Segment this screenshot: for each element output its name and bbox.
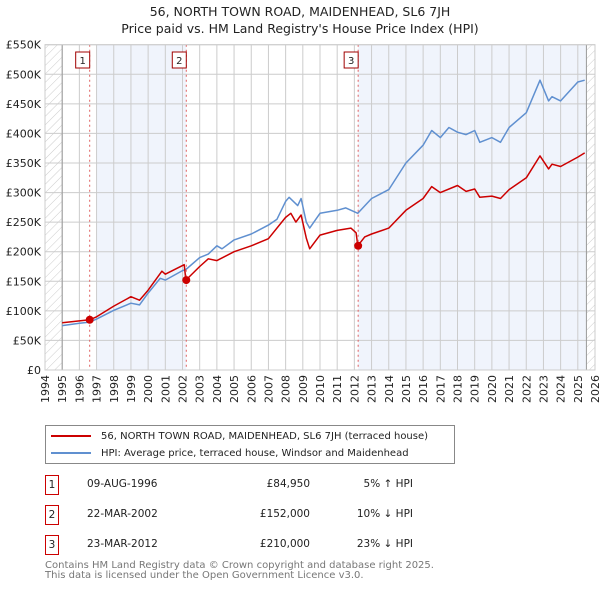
plot-border	[44, 44, 596, 371]
x-tick-label: 2023	[537, 375, 550, 403]
sale-hpi-diff: 23% ↓ HPI	[356, 538, 413, 550]
legend: 56, NORTH TOWN ROAD, MAIDENHEAD, SL6 7JH…	[45, 425, 455, 464]
y-tick-label: £50K	[13, 334, 42, 347]
sale-number-badge: 3	[45, 535, 59, 555]
sale-price: £84,950	[266, 478, 310, 490]
sale-price: £152,000	[259, 508, 310, 520]
x-tick-label: 2014	[383, 375, 396, 403]
sale-date: 09-AUG-1996	[87, 478, 158, 490]
y-tick-label: £0	[27, 364, 41, 377]
sale-number-badge: 1	[45, 475, 59, 495]
sale-price: £210,000	[259, 538, 310, 550]
x-tick-label: 2022	[520, 375, 533, 403]
chart-subtitle: Price paid vs. HM Land Registry's House …	[121, 21, 479, 36]
x-tick-label: 2019	[469, 375, 482, 403]
table-row: 3 23-MAR-2012 £210,000 23% ↓ HPI	[45, 535, 445, 555]
x-tick-label: 2010	[314, 375, 327, 403]
x-tick-label: 2011	[331, 375, 344, 403]
legend-label-property: 56, NORTH TOWN ROAD, MAIDENHEAD, SL6 7JH…	[101, 430, 429, 442]
table-row: 2 22-MAR-2002 £152,000 10% ↓ HPI	[45, 505, 445, 525]
sale-label: 1	[80, 56, 86, 67]
x-tick-label: 2007	[262, 375, 275, 403]
sale-label-box	[75, 51, 91, 69]
legend-swatch-blue	[51, 452, 91, 454]
sale-number-badge: 2	[45, 505, 59, 525]
x-tick-label: 2006	[245, 375, 258, 403]
x-tick-label: 2013	[366, 375, 379, 403]
x-tick-label: 1996	[73, 375, 86, 403]
y-tick-label: £100K	[6, 305, 42, 318]
sale-date: 23-MAR-2012	[87, 538, 158, 550]
shaded-period	[96, 44, 187, 370]
sale-label: 3	[348, 56, 354, 67]
sale-point	[182, 276, 191, 285]
y-tick-label: £150K	[6, 275, 42, 288]
sale-date: 22-MAR-2002	[87, 508, 158, 520]
price-chart: 1994 1995 1996 1997 1998 1999 2000 2001 2002 2003…	[6, 39, 600, 403]
x-tick-label: 2017	[434, 375, 447, 403]
x-tick-label: 2000	[142, 375, 155, 403]
x-tick-label: 2021	[503, 375, 516, 403]
y-tick-label: £300K	[6, 187, 42, 200]
x-tick-label: 1998	[108, 375, 121, 403]
x-tick-label: 2025	[572, 375, 585, 403]
sale-label-box	[343, 51, 359, 69]
x-tick-label: 2004	[211, 375, 224, 403]
y-tick-label: £550K	[6, 39, 42, 52]
footer: Contains HM Land Registry data © Crown c…	[45, 561, 434, 581]
x-tick-label: 1994	[39, 375, 52, 403]
footer-licence: This data is licensed under the Open Gov…	[45, 570, 364, 581]
legend-swatch-red	[51, 435, 91, 437]
x-tick-label: 2026	[589, 375, 600, 403]
y-tick-label: £400K	[6, 127, 42, 140]
x-tick-label: 1997	[91, 375, 104, 403]
x-tick-label: 1995	[56, 375, 69, 403]
property-price-line	[62, 152, 586, 324]
y-tick-label: £450K	[6, 98, 42, 111]
x-tick-label: 2016	[417, 375, 430, 403]
hpi-line	[62, 79, 585, 327]
x-tick-label: 2008	[280, 375, 293, 403]
x-tick-label: 2005	[228, 375, 241, 403]
x-tick-label: 2003	[194, 375, 207, 403]
x-tick-label: 2012	[348, 375, 361, 403]
y-tick-label: £250K	[6, 216, 42, 229]
legend-label-hpi: HPI: Average price, terraced house, Wind…	[101, 447, 409, 459]
sale-hpi-diff: 5% ↑ HPI	[363, 478, 413, 490]
hatched-region-end	[586, 44, 595, 370]
sale-hpi-diff: 10% ↓ HPI	[356, 508, 413, 520]
x-tick-label: 2009	[297, 375, 310, 403]
y-tick-label: £500K	[6, 68, 42, 81]
x-tick-label: 2001	[159, 375, 172, 403]
x-tick-label: 2024	[555, 375, 568, 403]
x-tick-label: 1999	[125, 375, 138, 403]
sale-point	[354, 241, 363, 250]
legend-item-hpi: HPI: Average price, terraced house, Wind…	[46, 445, 409, 461]
y-tick-label: £200K	[6, 246, 42, 259]
y-tick-label: £350K	[6, 157, 42, 170]
chart-title: 56, NORTH TOWN ROAD, MAIDENHEAD, SL6 7JH	[149, 4, 451, 19]
x-tick-label: 2002	[177, 375, 190, 403]
hatched-region-start	[45, 44, 63, 370]
x-tick-label: 2015	[400, 375, 413, 403]
sale-label-box	[171, 51, 187, 69]
sale-point	[85, 315, 94, 324]
shaded-period	[358, 44, 587, 370]
legend-item-property: 56, NORTH TOWN ROAD, MAIDENHEAD, SL6 7JH…	[46, 428, 428, 444]
table-row: 1 09-AUG-1996 £84,950 5% ↑ HPI	[45, 475, 445, 495]
x-tick-label: 2020	[486, 375, 499, 403]
footer-copyright: Contains HM Land Registry data © Crown c…	[45, 560, 434, 571]
sale-label: 2	[176, 56, 182, 67]
x-tick-label: 2018	[452, 375, 465, 403]
